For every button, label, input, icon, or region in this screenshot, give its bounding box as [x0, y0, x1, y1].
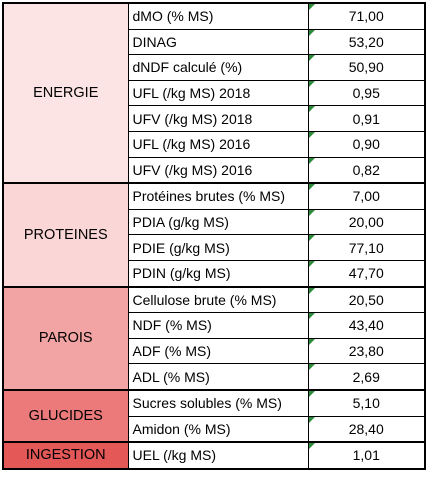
table-row: PDIE (g/kg MS) 77,10	[3, 234, 426, 261]
table-row: dNDF calculé (%) 50,90	[3, 54, 426, 81]
row-value: 0,82	[307, 156, 426, 184]
row-value: 20,50	[307, 285, 426, 314]
row-value: 71,00	[307, 2, 426, 30]
group-label: INGESTION	[2, 441, 129, 470]
row-value: 2,69	[307, 363, 426, 391]
row-value: 53,20	[307, 28, 426, 56]
row-label: Protéines brutes (% MS)	[127, 182, 309, 210]
row-label: UEL (/kg MS)	[127, 441, 309, 470]
row-value: 7,00	[307, 182, 426, 210]
nutrition-table: ENERGIE dMO (% MS) 71,00 DINAG 53,20 dNDF cal…	[2, 2, 426, 470]
row-label: UFV (/kg MS) 2018	[127, 105, 309, 132]
table-row: ENERGIE dMO (% MS) 71,00	[2, 2, 426, 184]
row-label: dMO (% MS)	[127, 2, 309, 30]
group-label: GLUCIDES	[2, 388, 129, 443]
table-row: INGESTION UEL (/kg MS) 1,01	[2, 441, 426, 470]
row-label: ADL (% MS)	[127, 363, 309, 391]
row-label: Amidon (% MS)	[127, 415, 309, 443]
row-value: 50,90	[307, 54, 426, 81]
row-value: 47,70	[307, 259, 426, 288]
row-value: 0,95	[307, 79, 426, 107]
row-label: Cellulose brute (% MS)	[127, 285, 309, 314]
row-label: NDF (% MS)	[127, 312, 309, 339]
row-label: UFL (/kg MS) 2016	[127, 130, 309, 158]
table-row: PROTEINES Protéines brutes (% MS) 7,00	[2, 182, 426, 288]
table-row: PDIN (g/kg MS) 47,70	[3, 259, 426, 288]
table-row: UFL (/kg MS) 2018 0,95	[3, 79, 426, 107]
table-row: GLUCIDES Sucres solubles (% MS) 5,10	[2, 388, 426, 443]
table-row: DINAG 53,20	[3, 28, 426, 56]
group-label: PROTEINES	[2, 182, 129, 288]
row-label: PDIA (g/kg MS)	[127, 208, 309, 236]
row-value: 20,00	[307, 208, 426, 236]
table-row: ADF (% MS) 23,80	[3, 337, 426, 365]
table-row: PAROIS Cellulose brute (% MS) 20,50	[2, 285, 426, 391]
row-value: 28,40	[307, 415, 426, 443]
row-value: 5,10	[307, 388, 426, 417]
row-label: UFL (/kg MS) 2018	[127, 79, 309, 107]
table-row: PDIA (g/kg MS) 20,00	[3, 208, 426, 236]
table-row: Amidon (% MS) 28,40	[3, 415, 426, 443]
row-label: PDIN (g/kg MS)	[127, 259, 309, 288]
row-value: 1,01	[307, 441, 426, 470]
row-value: 77,10	[307, 234, 426, 261]
row-value: 43,40	[307, 312, 426, 339]
row-label: PDIE (g/kg MS)	[127, 234, 309, 261]
row-value: 0,91	[307, 105, 426, 132]
row-value: 23,80	[307, 337, 426, 365]
group-label: PAROIS	[2, 285, 129, 391]
table-body: ENERGIE dMO (% MS) 71,00 DINAG 53,20 dNDF cal…	[2, 2, 426, 470]
table-row: UFV (/kg MS) 2016 0,82	[3, 156, 426, 184]
row-label: Sucres solubles (% MS)	[127, 388, 309, 417]
row-label: ADF (% MS)	[127, 337, 309, 365]
row-label: dNDF calculé (%)	[127, 54, 309, 81]
row-value: 0,90	[307, 130, 426, 158]
group-label: ENERGIE	[2, 2, 129, 184]
row-label: DINAG	[127, 28, 309, 56]
table-row: ADL (% MS) 2,69	[3, 363, 426, 391]
row-label: UFV (/kg MS) 2016	[127, 156, 309, 184]
